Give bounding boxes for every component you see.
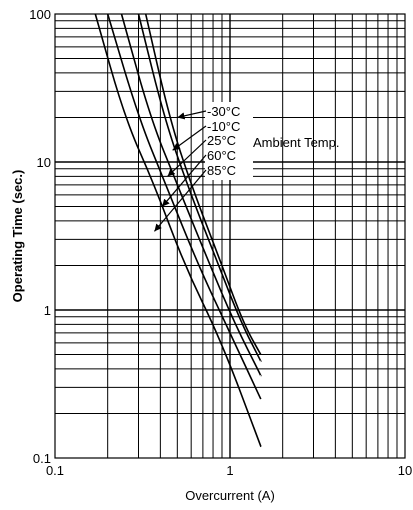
series-pointer-arrow <box>153 169 207 232</box>
x-tick-label: 0.1 <box>46 463 64 478</box>
x-axis-label: Overcurrent (A) <box>185 488 275 503</box>
chart-grid <box>55 14 405 458</box>
series-label-85c: 85°C <box>207 163 236 178</box>
series-label-25c: 25°C <box>207 133 236 148</box>
series-pointer-arrow <box>177 110 207 120</box>
series-pointer-arrow <box>172 125 207 151</box>
series-annotations: -30°C-10°C25°C60°C85°C <box>153 102 253 232</box>
y-tick-label: 0.1 <box>33 451 51 466</box>
series-label-60c: 60°C <box>207 148 236 163</box>
y-tick-label: 1 <box>44 303 51 318</box>
y-tick-label: 10 <box>37 155 51 170</box>
ambient-temp-label: Ambient Temp. <box>253 135 339 150</box>
series-label-minus-30c: -30°C <box>207 104 240 119</box>
chart-series <box>94 13 262 448</box>
plot-frame <box>54 13 406 459</box>
y-tick-label: 100 <box>29 7 51 22</box>
series-line-85c <box>94 13 262 448</box>
annotation-backdrop <box>205 102 253 180</box>
series-line-25c <box>120 13 262 377</box>
series-line-minus-30c <box>144 13 262 356</box>
y-axis-label: Operating Time (sec.) <box>10 170 25 303</box>
series-pointer-arrow <box>167 139 207 177</box>
series-line-60c <box>106 13 262 400</box>
series-label-minus-10c: -10°C <box>207 119 240 134</box>
x-tick-label: 1 <box>226 463 233 478</box>
x-tick-label: 10 <box>398 463 412 478</box>
series-line-minus-10c <box>137 13 262 363</box>
tick-labels: 0.1 1 10 0.1 1 10 100 <box>29 7 412 478</box>
series-pointer-arrow <box>161 154 207 207</box>
